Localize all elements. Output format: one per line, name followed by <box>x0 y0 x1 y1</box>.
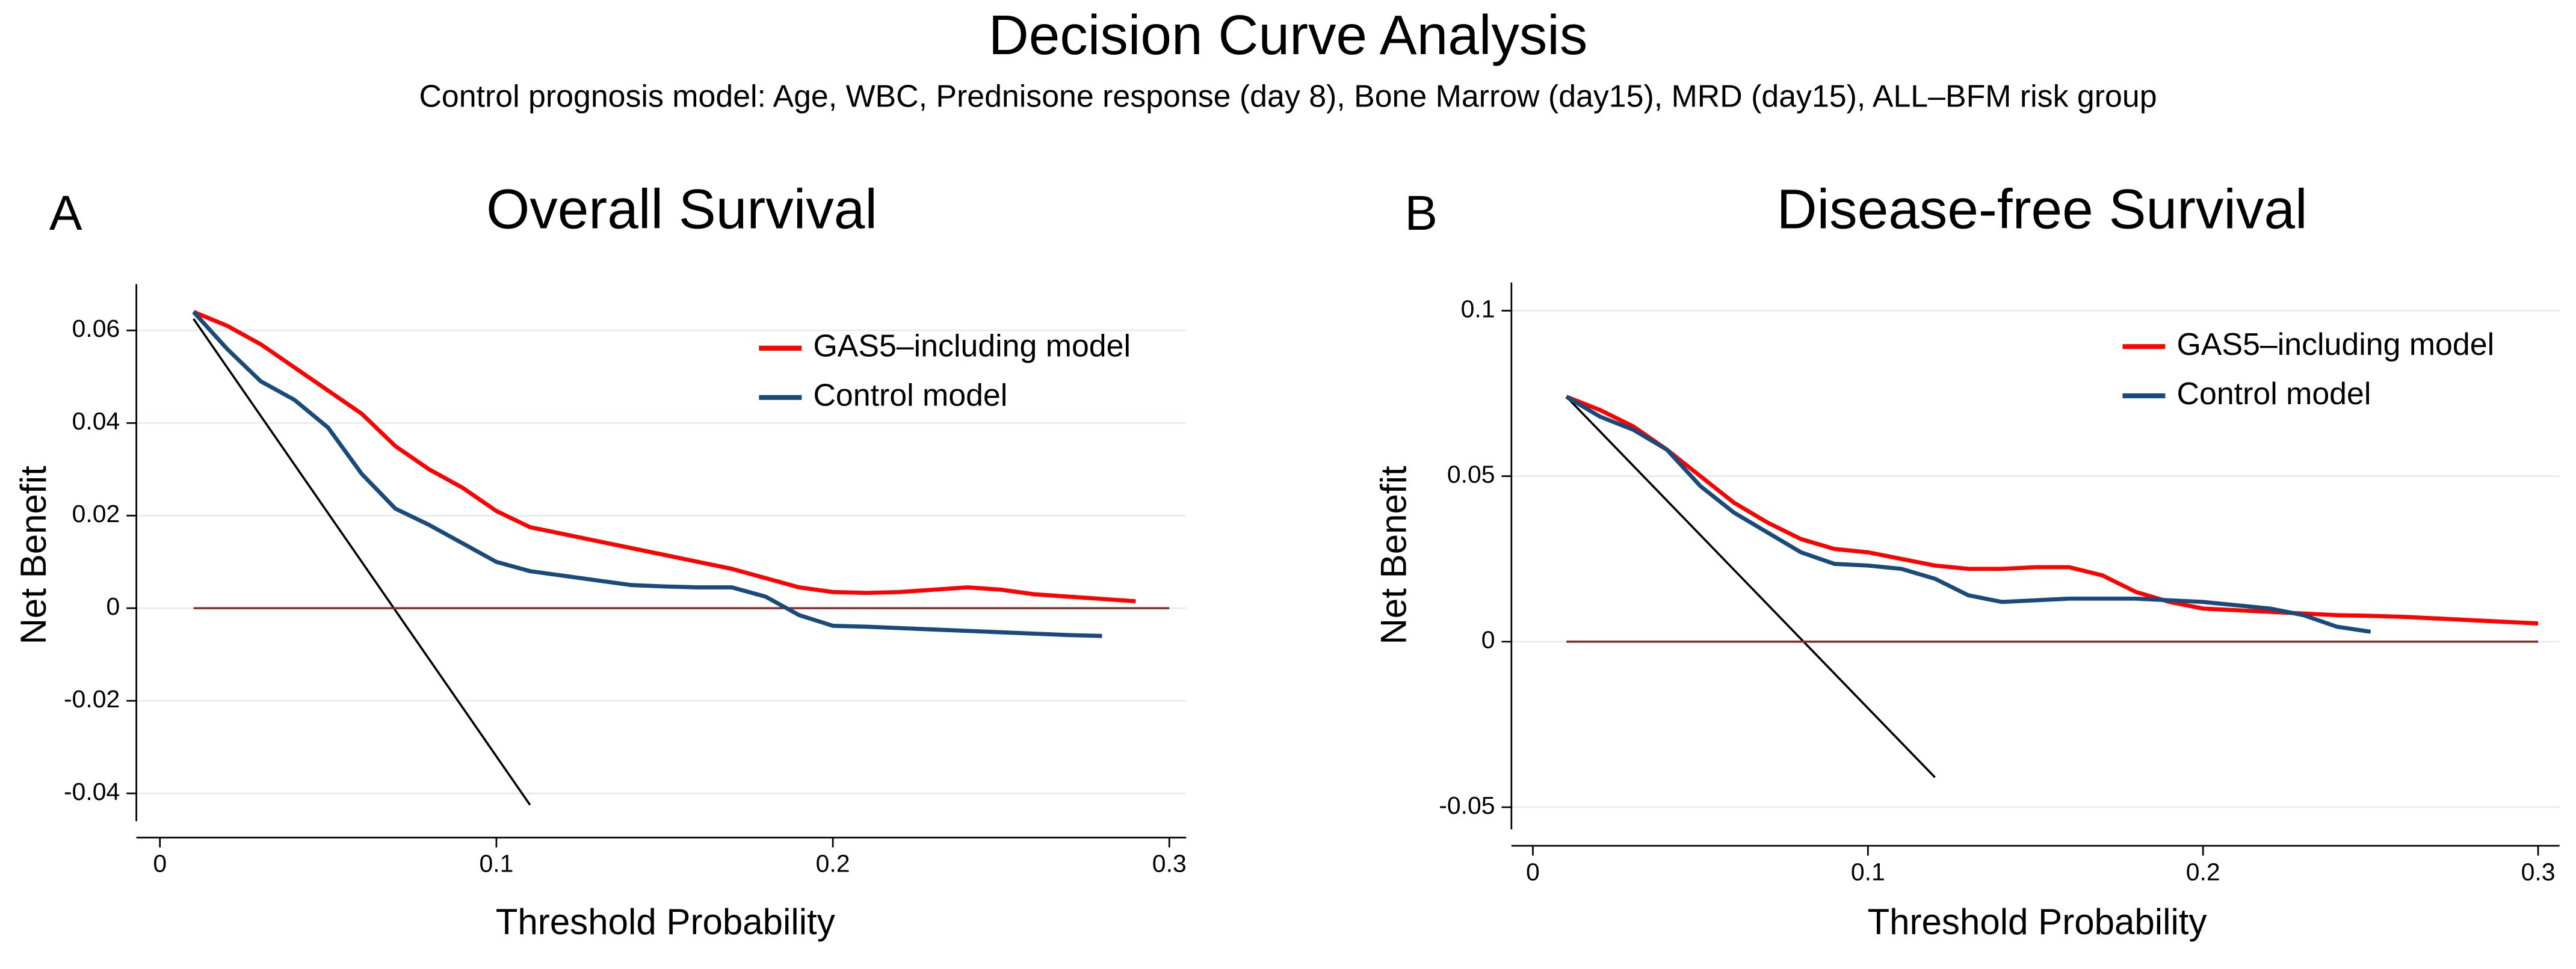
y-tick-label: 0.05 <box>1447 460 1495 488</box>
series-line <box>193 310 1136 604</box>
x-tick-label: 0.1 <box>479 850 513 878</box>
reference-line <box>193 318 531 806</box>
figure-subtitle: Control prognosis model: Age, WBC, Predn… <box>419 79 2157 114</box>
y-tick-label: 0 <box>107 592 120 620</box>
reference-line <box>1565 396 1936 778</box>
chart-title: Overall Survival <box>486 178 877 241</box>
y-tick-label: -0.04 <box>64 778 120 805</box>
y-tick-label: 0.02 <box>72 500 120 528</box>
series-line <box>192 310 1102 638</box>
chart-title: Disease-free Survival <box>1777 178 2308 241</box>
x-tick-label: 0.1 <box>1851 858 1885 885</box>
x-tick-label: 0 <box>1526 858 1540 885</box>
legend-label: Control model <box>2177 376 2371 411</box>
x-tick-label: 0.2 <box>816 850 850 878</box>
x-tick-label: 0.3 <box>2521 858 2556 885</box>
figure-title: Decision Curve Analysis <box>989 4 1588 66</box>
series-line <box>1565 395 2371 634</box>
x-tick-label: 0.2 <box>2186 858 2220 885</box>
x-axis-label: Threshold Probability <box>1867 902 2207 942</box>
y-axis-label: Net Benefit <box>1374 466 1414 644</box>
x-axis-label: Threshold Probability <box>496 902 835 942</box>
x-tick-label: 0 <box>153 850 167 878</box>
legend-label: GAS5–including model <box>2177 327 2495 361</box>
y-tick-label: 0 <box>1481 626 1495 654</box>
series-line <box>1565 395 2539 626</box>
legend-label: Control model <box>813 378 1007 413</box>
legend-label: GAS5–including model <box>813 328 1131 363</box>
panel-label: A <box>49 186 82 241</box>
y-tick-label: 0.1 <box>1461 295 1495 322</box>
y-tick-label: -0.02 <box>64 685 120 713</box>
y-tick-label: -0.05 <box>1439 792 1495 819</box>
y-tick-label: 0.06 <box>72 315 120 342</box>
panel-label: B <box>1404 186 1438 241</box>
y-axis-label: Net Benefit <box>13 466 54 644</box>
x-tick-label: 0.3 <box>1152 850 1187 878</box>
y-tick-label: 0.04 <box>72 407 120 435</box>
